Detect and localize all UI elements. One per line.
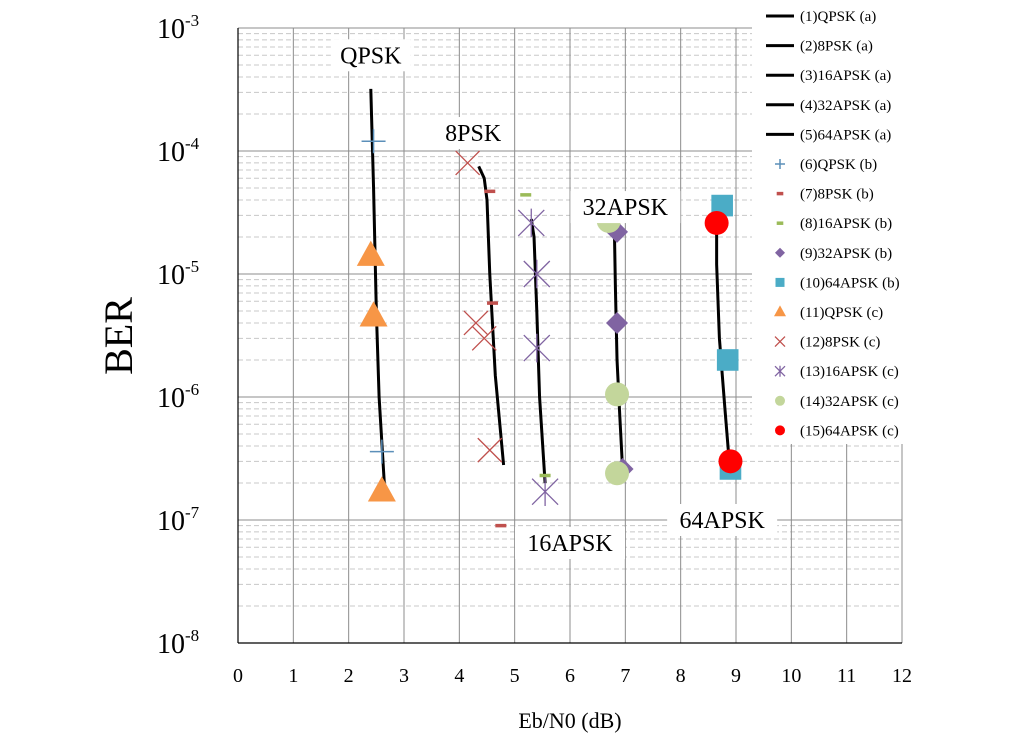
data-point (531, 477, 559, 506)
legend-marker-swatch (775, 277, 785, 287)
annotation-label: 32APSK (583, 195, 669, 221)
x-tick-label: 9 (731, 665, 741, 687)
y-tick-label: 10-6 (157, 380, 199, 414)
legend-label: (1)QPSK (a) (800, 9, 876, 25)
annotation-label: 16APSK (527, 531, 613, 557)
legend-box (752, 4, 1020, 444)
x-tick-label: 3 (399, 665, 409, 687)
series-line (477, 165, 506, 466)
x-tick-labels: 0 1 2 3 4 5 6 7 8 9 10 11 12 (233, 665, 912, 687)
legend-marker-swatch (775, 247, 785, 258)
x-tick-label: 7 (620, 665, 630, 687)
annotation-box (570, 191, 681, 224)
y-axis-title: BER (96, 297, 141, 375)
y-tick-label: 10-7 (157, 503, 200, 537)
annotation-label: QPSK (340, 43, 402, 69)
legend-label: (4)32APSK (a) (800, 98, 891, 114)
y-tick-label: 10-8 (157, 626, 199, 660)
data-point (716, 349, 739, 371)
x-tick-label: 6 (565, 665, 575, 687)
data-point (704, 210, 729, 235)
data-point (523, 333, 551, 363)
data-point (356, 240, 385, 266)
series-line (715, 225, 731, 464)
legend-label: (2)8PSK (a) (800, 39, 873, 55)
legend-label: (5)64APSK (a) (800, 127, 891, 143)
legend-marker-swatch (775, 425, 785, 436)
legend-label: (3)16APSK (a) (800, 68, 891, 84)
data-point (605, 461, 630, 486)
legend-marker-swatch (774, 305, 786, 317)
legend-label: (13)16APSK (c) (800, 364, 899, 380)
x-tick-label: 10 (781, 665, 801, 687)
x-tick-label: 5 (510, 665, 520, 687)
annotation-label: 8PSK (445, 121, 502, 147)
x-tick-label: 2 (344, 665, 354, 687)
legend-marker-swatch (774, 336, 786, 348)
y-tick-label: 10-4 (157, 134, 200, 168)
x-tick-label: 1 (288, 665, 298, 687)
legend-label: (12)8PSK (c) (800, 335, 880, 351)
annotation-label: 64APSK (679, 508, 765, 534)
data-markers (356, 129, 743, 528)
annotation-box (515, 527, 625, 560)
y-tick-labels: 10-3 10-4 10-5 10-6 10-7 10-8 (157, 11, 200, 660)
x-axis-title: Eb/N0 (dB) (518, 708, 621, 733)
data-point (367, 476, 396, 502)
data-point (361, 129, 386, 154)
legend-marker-swatch (774, 365, 786, 377)
legend-label: (6)QPSK (b) (800, 157, 877, 173)
y-tick-label: 10-3 (157, 11, 199, 45)
annotation-box (433, 117, 514, 150)
data-point (477, 437, 503, 463)
data-point (605, 382, 630, 407)
legend-marker-swatch (775, 395, 785, 406)
legend-label: (15)64APSK (c) (800, 423, 899, 439)
legend-label: (8)16APSK (b) (800, 216, 892, 232)
data-point (359, 301, 388, 327)
data-point (369, 439, 394, 464)
curve-annotations: QPSK 8PSK 32APSK 16APSK 64APSK (330, 39, 778, 560)
data-point (463, 310, 489, 336)
legend-label: (14)32APSK (c) (800, 394, 899, 410)
curve-lines (369, 88, 731, 489)
x-tick-label: 12 (892, 665, 912, 687)
series-line (612, 222, 625, 470)
series-line (529, 218, 547, 484)
data-point (523, 259, 551, 289)
legend-label: (7)8PSK (b) (800, 187, 874, 203)
annotation-box (330, 39, 411, 72)
x-tick-label: 8 (676, 665, 686, 687)
y-tick-label: 10-5 (157, 257, 199, 291)
annotation-box (667, 504, 778, 536)
data-point (517, 208, 545, 238)
x-tick-label: 11 (837, 665, 856, 687)
legend-label: (11)QPSK (c) (800, 305, 883, 321)
x-tick-label: 4 (454, 665, 464, 687)
legend-label: (10)64APSK (b) (800, 275, 900, 291)
data-point (718, 449, 743, 474)
data-point (455, 150, 481, 176)
legend-label: (9)32APSK (b) (800, 246, 892, 262)
data-point (471, 325, 497, 351)
legend: (1)QPSK (a) (2)8PSK (a) (3)16APSK (a) (4)32… (752, 4, 1020, 444)
x-tick-label: 0 (233, 665, 243, 687)
legend-marker-swatch (775, 159, 785, 169)
data-point (606, 311, 629, 334)
